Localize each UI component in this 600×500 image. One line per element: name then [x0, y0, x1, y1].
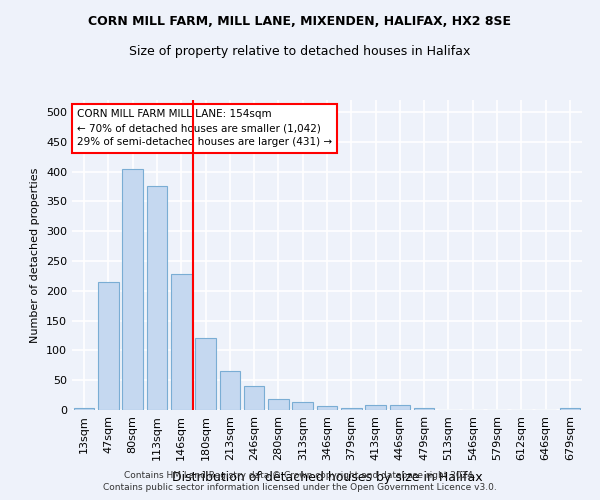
Y-axis label: Number of detached properties: Number of detached properties [31, 168, 40, 342]
Bar [365, 405, 386, 410]
Bar [292, 402, 313, 410]
Bar [146, 186, 167, 410]
Bar [268, 400, 289, 410]
Text: Contains HM Land Registry data © Crown copyright and database right 2024.: Contains HM Land Registry data © Crown c… [124, 471, 476, 480]
Bar [98, 282, 119, 410]
Bar [389, 405, 410, 410]
Bar [171, 274, 191, 410]
X-axis label: Distribution of detached houses by size in Halifax: Distribution of detached houses by size … [172, 471, 482, 484]
Text: Contains public sector information licensed under the Open Government Licence v3: Contains public sector information licen… [103, 484, 497, 492]
Bar [74, 408, 94, 410]
Bar [195, 338, 216, 410]
Bar [560, 408, 580, 410]
Bar [122, 168, 143, 410]
Bar [244, 386, 265, 410]
Text: CORN MILL FARM, MILL LANE, MIXENDEN, HALIFAX, HX2 8SE: CORN MILL FARM, MILL LANE, MIXENDEN, HAL… [89, 15, 511, 28]
Bar [341, 408, 362, 410]
Text: Size of property relative to detached houses in Halifax: Size of property relative to detached ho… [130, 45, 470, 58]
Text: CORN MILL FARM MILL LANE: 154sqm
← 70% of detached houses are smaller (1,042)
29: CORN MILL FARM MILL LANE: 154sqm ← 70% o… [77, 110, 332, 148]
Bar [220, 371, 240, 410]
Bar [414, 408, 434, 410]
Bar [317, 406, 337, 410]
